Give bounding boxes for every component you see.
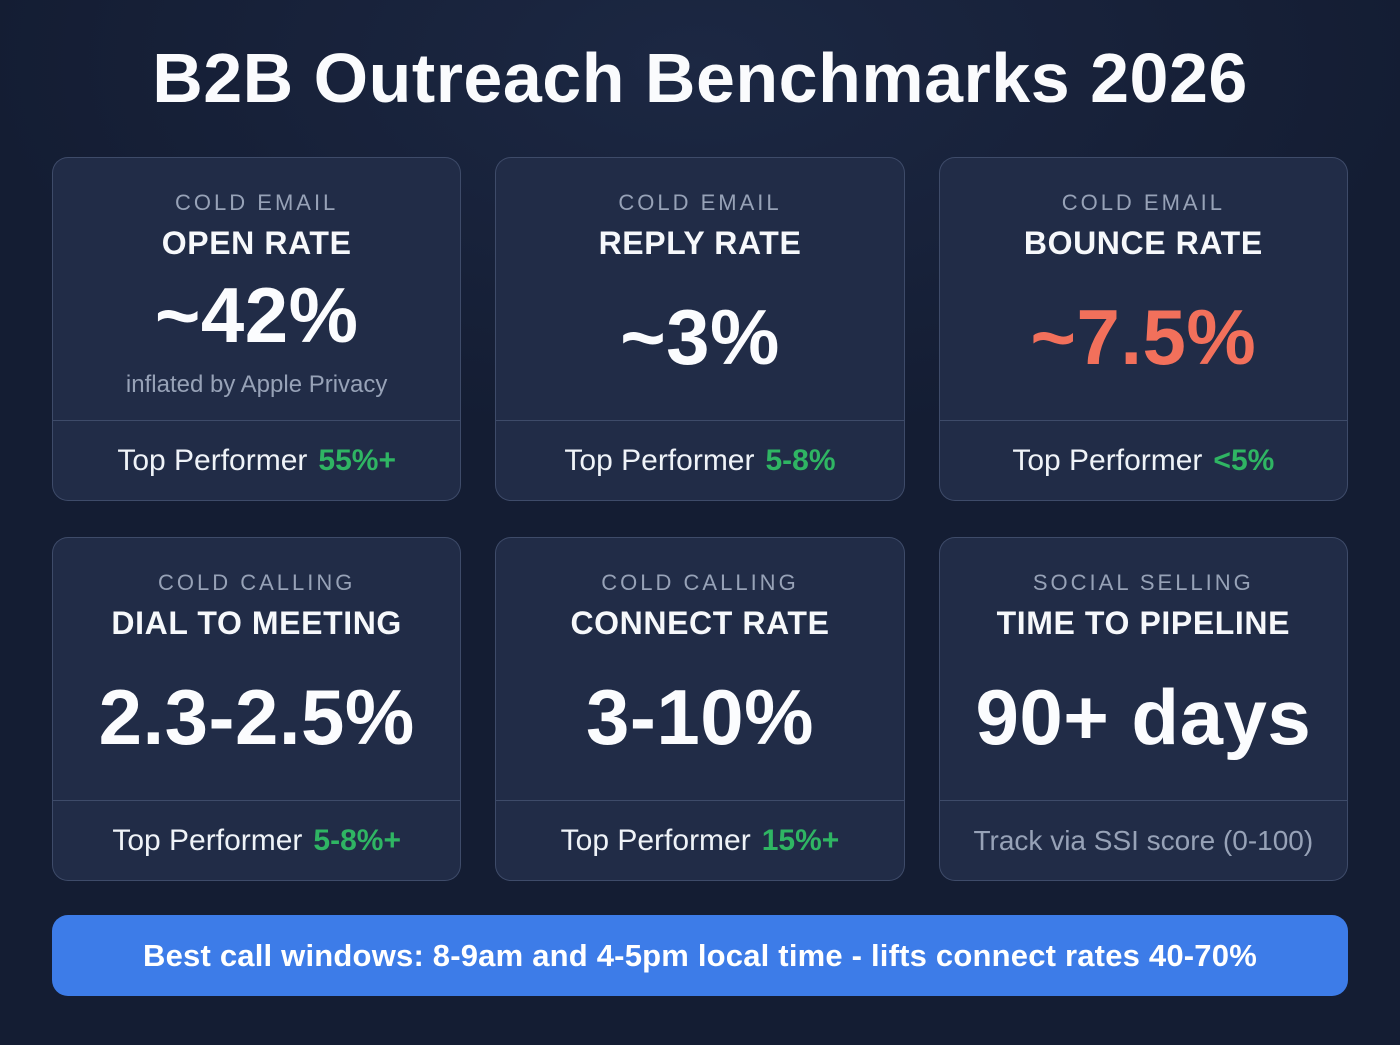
card-metric: REPLY RATE (598, 225, 802, 261)
card-cold-calling-connect-rate: COLD CALLING CONNECT RATE 3-10% Top Perf… (495, 537, 905, 881)
card-cold-email-reply-rate: COLD EMAIL REPLY RATE ~3% Top Performer … (495, 157, 905, 501)
card-category: SOCIAL SELLING (1032, 570, 1254, 595)
card-body: COLD EMAIL REPLY RATE ~3% (496, 158, 903, 420)
footer-label: Top Performer (117, 443, 308, 477)
callout-text: Best call windows: 8-9am and 4-5pm local… (143, 937, 1257, 973)
value-area: ~42% inflated by Apple Privacy (126, 262, 387, 420)
card-category: COLD EMAIL (175, 190, 339, 215)
callout-banner: Best call windows: 8-9am and 4-5pm local… (52, 915, 1348, 996)
card-category: COLD EMAIL (1061, 190, 1225, 215)
card-metric: OPEN RATE (161, 225, 352, 261)
footer-value: <5% (1213, 443, 1275, 477)
footer-label: Top Performer (112, 823, 303, 857)
value-area: 90+ days (975, 642, 1311, 800)
card-body: SOCIAL SELLING TIME TO PIPELINE 90+ days (940, 538, 1347, 800)
card-metric: TIME TO PIPELINE (996, 605, 1291, 641)
card-category: COLD CALLING (601, 570, 799, 595)
footer-value: 55%+ (318, 443, 396, 477)
card-category: COLD CALLING (157, 570, 356, 595)
card-body: COLD CALLING CONNECT RATE 3-10% (496, 538, 903, 800)
card-footer: Track via SSI score (0-100) (939, 800, 1347, 880)
footer-label: Top Performer (1012, 443, 1203, 477)
benchmark-grid: COLD EMAIL OPEN RATE ~42% inflated by Ap… (52, 157, 1348, 881)
metric-value: ~3% (620, 293, 780, 381)
card-footer: Top Performer <5% (939, 420, 1347, 500)
value-area: ~3% (620, 262, 780, 420)
footer-value: 15%+ (761, 823, 840, 857)
footer-label: Top Performer (560, 823, 751, 857)
card-footer: Top Performer 55%+ (53, 420, 461, 500)
footer-value: 5-8%+ (313, 823, 401, 857)
card-metric: DIAL TO MEETING (111, 605, 402, 641)
metric-value: 3-10% (586, 673, 814, 761)
card-category: COLD EMAIL (618, 190, 782, 215)
page-title: B2B Outreach Benchmarks 2026 (152, 39, 1248, 117)
metric-value: 2.3-2.5% (98, 673, 415, 761)
card-footer: Top Performer 5-8% (496, 420, 904, 500)
footer-note: Track via SSI score (0-100) (973, 824, 1314, 856)
card-body: COLD CALLING DIAL TO MEETING 2.3-2.5% (53, 538, 460, 800)
card-social-selling-time-to-pipeline: SOCIAL SELLING TIME TO PIPELINE 90+ days… (938, 537, 1348, 881)
card-metric: BOUNCE RATE (1023, 225, 1263, 261)
footer-label: Top Performer (564, 443, 755, 477)
card-cold-email-open-rate: COLD EMAIL OPEN RATE ~42% inflated by Ap… (52, 157, 462, 501)
metric-note: inflated by Apple Privacy (125, 370, 388, 398)
value-area: 3-10% (586, 642, 814, 800)
card-footer: Top Performer 15%+ (496, 800, 904, 880)
card-cold-calling-dial-to-meeting: COLD CALLING DIAL TO MEETING 2.3-2.5% To… (52, 537, 462, 881)
metric-value: ~7.5% (1030, 293, 1257, 381)
card-footer: Top Performer 5-8%+ (53, 800, 461, 880)
footer-value: 5-8% (765, 443, 836, 477)
metric-value: 90+ days (975, 673, 1312, 761)
card-cold-email-bounce-rate: COLD EMAIL BOUNCE RATE ~7.5% Top Perform… (938, 157, 1348, 501)
card-body: COLD EMAIL BOUNCE RATE ~7.5% (940, 158, 1347, 420)
value-area: ~7.5% (1030, 262, 1256, 420)
card-metric: CONNECT RATE (570, 605, 830, 641)
metric-value: ~42% (154, 270, 359, 359)
value-area: 2.3-2.5% (99, 642, 415, 800)
card-body: COLD EMAIL OPEN RATE ~42% inflated by Ap… (53, 158, 460, 420)
